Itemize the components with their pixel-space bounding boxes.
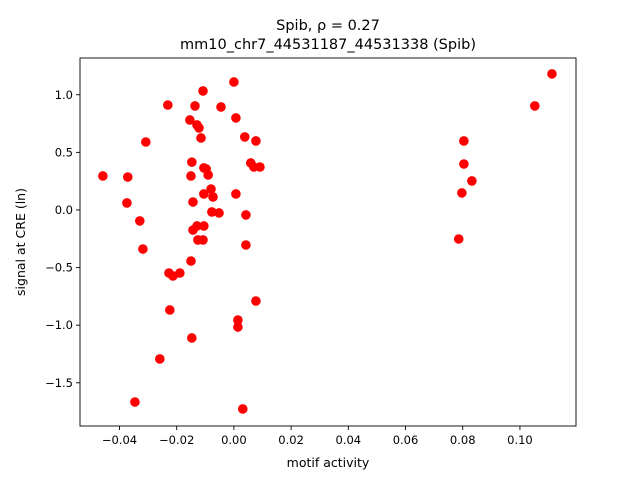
data-point — [547, 69, 557, 79]
data-point — [185, 115, 195, 125]
data-point — [130, 397, 140, 407]
data-point — [530, 101, 540, 111]
plot-frame — [79, 57, 577, 427]
data-point — [175, 268, 185, 278]
x-tick-label: 0.10 — [507, 433, 533, 447]
x-tick-label: −0.04 — [102, 433, 137, 447]
data-point — [214, 208, 224, 218]
data-point — [163, 100, 173, 110]
data-point — [251, 296, 261, 306]
data-point — [216, 102, 226, 112]
chart-title-line1: Spib, ρ = 0.27 — [276, 18, 380, 34]
x-tick-label: 0.06 — [393, 433, 419, 447]
x-tick-label: 0.08 — [450, 433, 476, 447]
data-point — [122, 172, 133, 182]
data-point — [138, 244, 148, 254]
y-axis-label: signal at CRE (ln) — [13, 188, 28, 296]
data-point — [229, 77, 239, 87]
data-point — [155, 354, 165, 364]
data-point — [453, 234, 464, 244]
data-point — [188, 197, 198, 207]
data-point — [194, 123, 204, 133]
data-point — [237, 404, 248, 414]
data-point — [233, 322, 243, 332]
data-point — [233, 315, 243, 325]
y-tick-label: 0.0 — [55, 203, 73, 217]
data-point — [241, 240, 251, 250]
data-point — [199, 189, 209, 199]
data-point — [251, 136, 261, 146]
x-tick-label: 0.00 — [221, 433, 247, 447]
y-tick-label: 1.0 — [55, 88, 73, 102]
data-point — [187, 157, 197, 167]
data-point — [459, 136, 469, 146]
y-tick-label: −0.5 — [45, 261, 73, 275]
data-point — [457, 188, 467, 198]
data-point — [199, 221, 209, 231]
data-point — [231, 189, 241, 199]
data-point — [165, 305, 175, 315]
x-axis-label: motif activity — [287, 455, 370, 470]
data-point — [122, 198, 132, 208]
data-point — [140, 137, 151, 147]
data-point — [192, 221, 202, 231]
data-point — [198, 86, 208, 96]
data-point — [459, 159, 469, 169]
data-point — [186, 171, 196, 181]
data-point — [467, 176, 477, 186]
data-point — [208, 192, 218, 202]
y-tick-label: 0.5 — [55, 145, 73, 159]
x-tick-label: −0.02 — [159, 433, 194, 447]
chart-title-line2: mm10_chr7_44531187_44531338 (Spib) — [180, 37, 476, 53]
data-point — [255, 162, 265, 172]
x-tick-label: 0.04 — [336, 433, 362, 447]
data-point — [190, 101, 200, 111]
data-point — [98, 171, 108, 181]
data-point — [241, 210, 251, 220]
data-point — [187, 333, 197, 343]
data-point — [206, 184, 216, 194]
data-point — [207, 207, 217, 217]
data-point — [203, 170, 213, 180]
data-point — [134, 216, 145, 226]
data-point — [198, 235, 208, 245]
x-tick-label: 0.02 — [278, 433, 304, 447]
data-point — [239, 132, 250, 142]
data-point — [231, 113, 241, 123]
y-tick-label: −1.5 — [45, 376, 73, 390]
data-point — [186, 256, 196, 266]
y-tick-label: −1.0 — [45, 318, 73, 332]
data-point — [196, 133, 206, 143]
